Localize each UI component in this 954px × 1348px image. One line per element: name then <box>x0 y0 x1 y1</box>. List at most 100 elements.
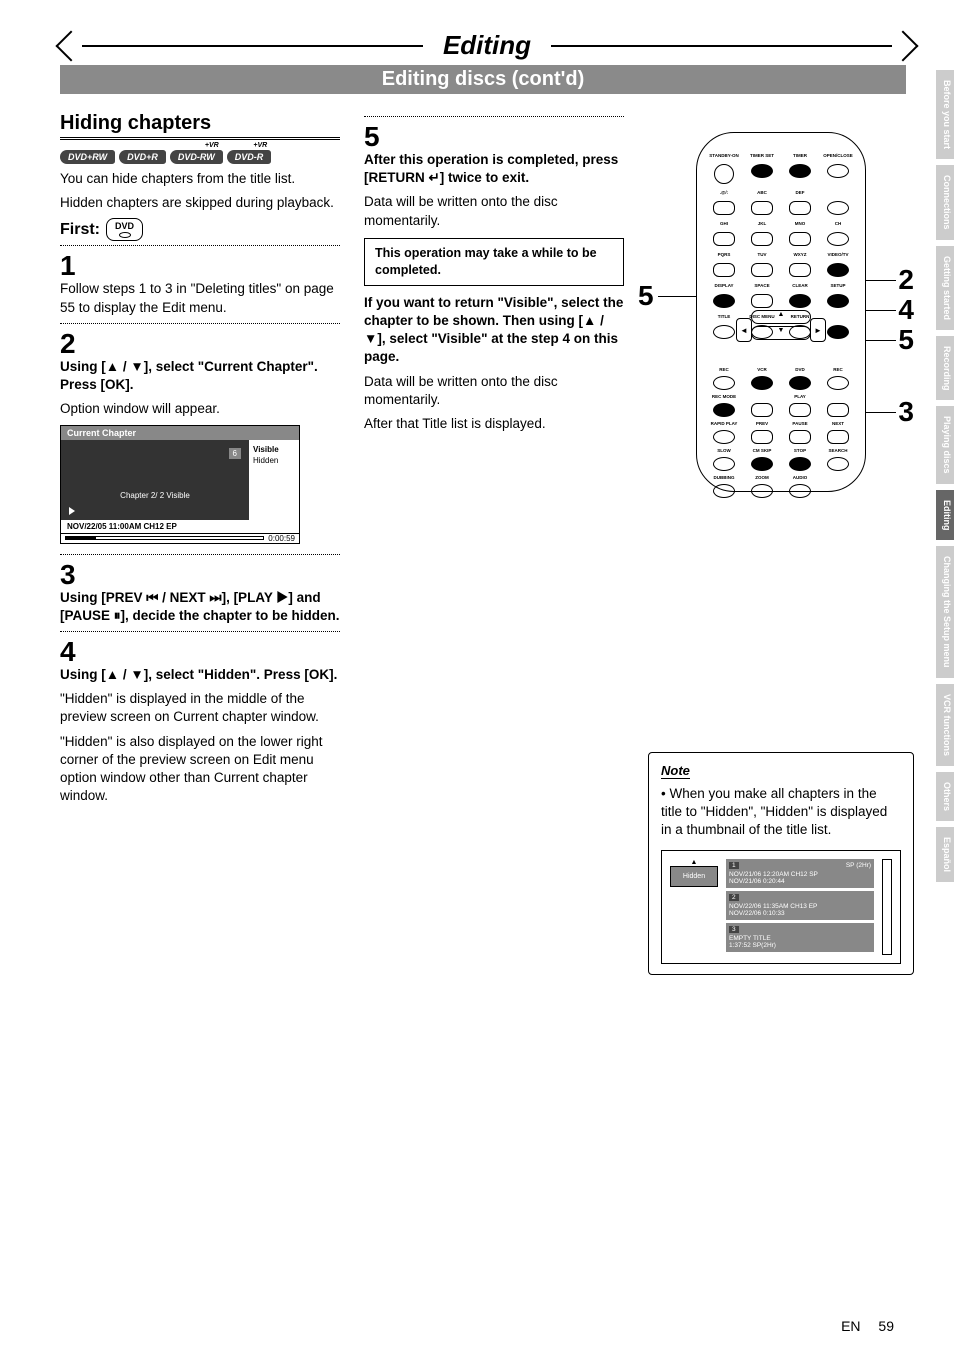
sidetab-recording: Recording <box>936 336 954 401</box>
step-5-number: 5 <box>364 123 624 151</box>
timer-set-button <box>751 164 773 178</box>
next-button <box>827 430 849 444</box>
title-list-thumbnail: ▲ Hidden 1 SP (2Hr) NOV/21/06 12:20AM CH… <box>661 850 901 964</box>
num-1-button <box>713 201 735 215</box>
nav-right: ► <box>810 318 826 342</box>
sidetab-others: Others <box>936 772 954 821</box>
sidetab-vcr-functions: VCR functions <box>936 684 954 766</box>
sidetab-changing-the-setup-menu: Changing the Setup menu <box>936 546 954 678</box>
num-4-button <box>713 232 735 246</box>
zoom-button <box>751 484 773 498</box>
callout-3: 3 <box>898 396 914 428</box>
intro-text-1: You can hide chapters from the title lis… <box>60 170 340 188</box>
step-2-text: Option window will appear. <box>60 400 340 418</box>
ch-up-button <box>827 201 849 215</box>
num-0-button <box>751 294 773 308</box>
rec2-button <box>827 376 849 390</box>
page-title: Editing <box>423 30 551 61</box>
section-heading: Hiding chapters <box>60 112 340 140</box>
standby-button <box>714 164 734 184</box>
badge-dvd-minus-rw: +VRDVD-RW <box>170 150 223 164</box>
col2-p4: After that Title list is displayed. <box>364 415 624 433</box>
remote-control-diagram: STANDBY-ONTIMER SETTIMEROPEN/CLOSE .@/:A… <box>696 132 866 492</box>
video-tv-button <box>827 263 849 277</box>
step-2-number: 2 <box>60 330 340 358</box>
callout-5b: 5 <box>898 324 914 356</box>
rec-mode-button <box>713 403 735 417</box>
timer-button <box>789 164 811 178</box>
nav-pad: ▲ ◄► ▼ <box>736 308 826 358</box>
optwin-time: 0:00:59 <box>268 534 299 543</box>
dvd-button <box>789 376 811 390</box>
setup-button <box>827 294 849 308</box>
num-3-button <box>789 201 811 215</box>
return-visible-text: If you want to return "Visible", select … <box>364 294 624 367</box>
dvd-mode-button: DVD <box>106 218 143 241</box>
step-5-head: After this operation is completed, press… <box>364 151 624 187</box>
slow-button <box>713 457 735 471</box>
step-2-head: Using [▲ / ▼], select "Current Chapter".… <box>60 358 340 394</box>
note-bullet: • When you make all chapters in the titl… <box>661 785 901 840</box>
step-4-number: 4 <box>60 638 340 666</box>
play-button <box>789 403 811 417</box>
num-9-button <box>789 263 811 277</box>
note-box: Note • When you make all chapters in the… <box>648 752 914 975</box>
thumb-hidden-label: Hidden <box>670 866 718 887</box>
rew-button <box>751 403 773 417</box>
page-footer: EN 59 <box>841 1318 894 1334</box>
step-3-number: 3 <box>60 561 340 589</box>
sidetab-getting-started: Getting started <box>936 246 954 330</box>
num-7-button <box>713 263 735 277</box>
ff-button <box>827 403 849 417</box>
note-heading: Note <box>661 763 690 779</box>
badge-dvd-plus-r: DVD+R <box>119 150 166 164</box>
col2-p3: Data will be written onto the disc momen… <box>364 373 624 409</box>
step-1-number: 1 <box>60 252 340 280</box>
sidetab-editing: Editing <box>936 490 954 541</box>
num-2-button <box>751 201 773 215</box>
first-label: First: <box>60 221 100 239</box>
title-button <box>713 325 735 339</box>
audio-button <box>789 484 811 498</box>
intro-text-2: Hidden chapters are skipped during playb… <box>60 194 340 212</box>
search-button <box>827 457 849 471</box>
rapid-play-button <box>713 430 735 444</box>
callout-2: 2 <box>898 264 914 296</box>
badge-dvd-minus-r: +VRDVD-R <box>227 150 272 164</box>
step-3-head: Using [PREV ⏮ / NEXT ⏭], [PLAY ▶] and [P… <box>60 589 340 625</box>
pause-button <box>789 430 811 444</box>
rec-button <box>713 376 735 390</box>
side-tabs: Before you startConnectionsGetting start… <box>936 70 954 882</box>
num-5-button <box>751 232 773 246</box>
prev-button <box>751 430 773 444</box>
extra-button <box>827 325 849 339</box>
dubbing-button <box>713 484 735 498</box>
clear-button <box>789 294 811 308</box>
option-window-mock: Current Chapter 6 Chapter 2/ 2 Visible V… <box>60 425 300 544</box>
optwin-preview: 6 Chapter 2/ 2 Visible <box>61 440 249 520</box>
vcr-button <box>751 376 773 390</box>
num-8-button <box>751 263 773 277</box>
nav-left: ◄ <box>736 318 752 342</box>
cm-skip-button <box>751 457 773 471</box>
optwin-title: Current Chapter <box>61 426 299 440</box>
ch-down-button <box>827 232 849 246</box>
optwin-hidden: Hidden <box>253 455 295 466</box>
step-4-p1: "Hidden" is displayed in the middle of t… <box>60 690 340 726</box>
warning-box: This operation may take a while to be co… <box>364 238 624 286</box>
num-6-button <box>789 232 811 246</box>
step-5-p1: Data will be written onto the disc momen… <box>364 193 624 229</box>
step-4-p2: "Hidden" is also displayed on the lower … <box>60 733 340 806</box>
display-button <box>713 294 735 308</box>
callout-5: 5 <box>638 280 654 312</box>
step-4-head: Using [▲ / ▼], select "Hidden". Press [O… <box>60 666 340 684</box>
optwin-visible: Visible <box>253 444 295 455</box>
stop-button <box>789 457 811 471</box>
sidetab-before-you-start: Before you start <box>936 70 954 159</box>
optwin-footer: NOV/22/05 11:00AM CH12 EP <box>61 520 299 533</box>
sidetab-playing-discs: Playing discs <box>936 406 954 484</box>
step-1-text: Follow steps 1 to 3 in "Deleting titles"… <box>60 280 340 316</box>
page-subtitle: Editing discs (cont'd) <box>60 65 906 94</box>
disc-badges: DVD+RW DVD+R +VRDVD-RW +VRDVD-R <box>60 150 340 164</box>
badge-dvd-plus-rw: DVD+RW <box>60 150 115 164</box>
